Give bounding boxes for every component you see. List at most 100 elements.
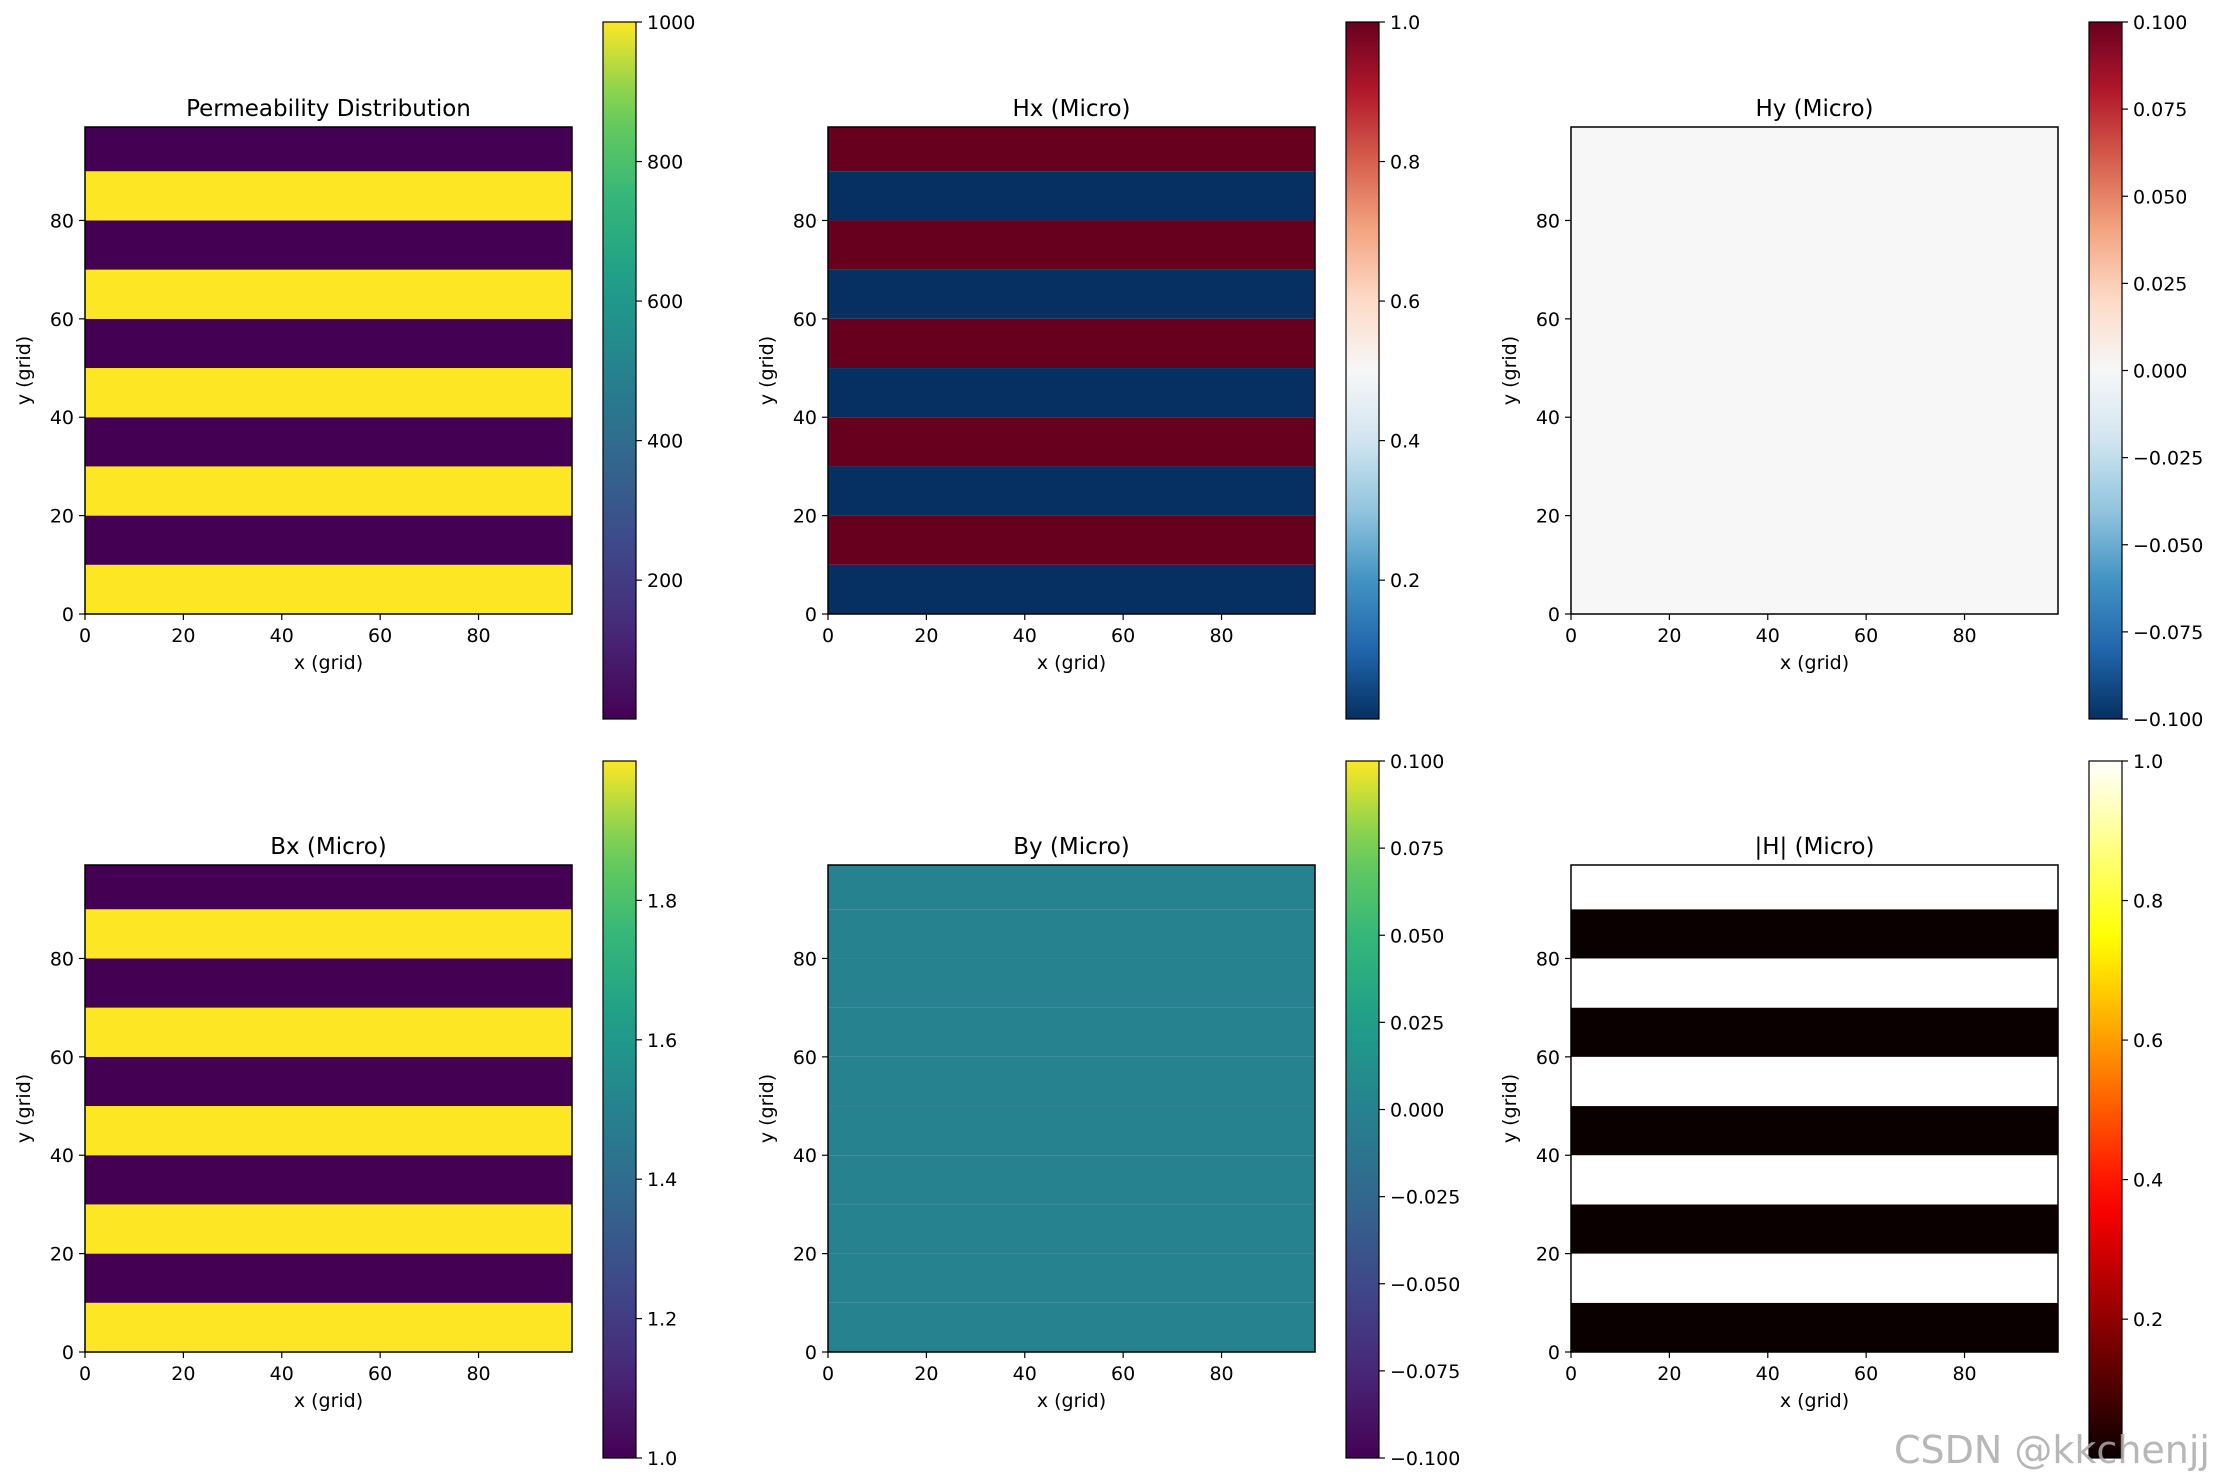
x-tick-label: 0 — [1565, 1363, 1577, 1385]
y-tick-label: 40 — [1536, 407, 1560, 429]
heatmap-band — [1571, 1007, 2058, 1057]
x-tick-label: 20 — [171, 1363, 195, 1385]
heatmap-band — [828, 1302, 1315, 1352]
watermark: CSDN @kkchenjj — [1894, 1428, 2210, 1472]
x-tick-label: 60 — [1111, 625, 1135, 647]
colorbar-tick-label: 1.2 — [647, 1309, 677, 1331]
heatmap-band — [1571, 127, 2058, 172]
x-tick-label: 0 — [822, 625, 834, 647]
heatmap-band — [85, 466, 572, 516]
plot-title: Hx (Micro) — [1012, 96, 1130, 122]
subplot-4: Bx (Micro) 0 20 40 60 80 0 20 40 60 80 x (grid) y (g… — [13, 760, 677, 1470]
y-axis-label: y (grid) — [1499, 1074, 1521, 1143]
plot-frame — [1570, 864, 2059, 1353]
colorbar-tick-label: 1.0 — [647, 1448, 677, 1470]
heatmap-band — [828, 1253, 1315, 1303]
heatmap-band — [1571, 865, 2058, 910]
y-tick-label: 20 — [793, 506, 817, 528]
colorbar-tick-label: 600 — [647, 291, 683, 313]
heatmap-band — [1571, 269, 2058, 319]
heatmap-band — [828, 368, 1315, 418]
plot-frame — [84, 126, 573, 615]
y-tick-label: 20 — [50, 506, 74, 528]
heatmap-band — [1571, 909, 2058, 959]
colorbar — [2088, 21, 2123, 720]
y-axis-label: y (grid) — [1499, 336, 1521, 405]
heatmap-band — [1571, 466, 2058, 516]
y-tick-label: 80 — [50, 948, 74, 970]
heatmap-band — [828, 1204, 1315, 1254]
y-tick-label: 0 — [1548, 604, 1560, 626]
heatmap-band — [828, 417, 1315, 467]
y-tick-label: 40 — [793, 1145, 817, 1167]
x-tick-label: 40 — [1013, 625, 1037, 647]
y-tick-label: 60 — [793, 1047, 817, 1069]
x-tick-label: 60 — [1111, 1363, 1135, 1385]
y-axis-label: y (grid) — [13, 336, 35, 405]
heatmap-band — [1571, 1155, 2058, 1205]
heatmap-band — [1571, 417, 2058, 467]
heatmap-band — [85, 1056, 572, 1107]
colorbar-tick-label: −0.025 — [1390, 1187, 1460, 1209]
x-tick-label: 20 — [914, 1363, 938, 1385]
y-tick-label: 0 — [805, 1342, 817, 1364]
colorbar — [1345, 760, 1380, 1459]
colorbar-tick-label: 0.2 — [1390, 570, 1420, 592]
heatmap-band — [85, 417, 572, 467]
heatmap-band — [1571, 1106, 2058, 1156]
heatmap-band — [1571, 1253, 2058, 1303]
heatmap-band — [85, 269, 572, 319]
heatmap-band — [85, 127, 572, 172]
heatmap-band — [1571, 515, 2058, 565]
heatmap-band — [1571, 958, 2058, 1008]
x-axis-label: x (grid) — [1037, 652, 1106, 674]
heatmap-band — [85, 171, 572, 221]
heatmap-band — [828, 958, 1315, 1008]
heatmap-band — [1571, 171, 2058, 221]
colorbar-tick-label: 1.4 — [647, 1169, 677, 1191]
colorbar-tick-label: 0.4 — [1390, 431, 1420, 453]
heatmap-band — [828, 564, 1315, 614]
x-tick-label: 20 — [171, 625, 195, 647]
heatmap-band — [85, 1007, 572, 1057]
heatmap-band — [828, 909, 1315, 959]
y-tick-label: 40 — [50, 1145, 74, 1167]
plot-title: Bx (Micro) — [270, 834, 387, 860]
colorbar-tick-label: 800 — [647, 152, 683, 174]
plot-title: |H| (Micro) — [1755, 834, 1875, 860]
heatmap-band — [828, 127, 1315, 172]
colorbar-tick-label: 0.000 — [1390, 1100, 1444, 1122]
heatmap-band — [85, 318, 572, 369]
heatmap-band — [828, 220, 1315, 270]
y-tick-label: 60 — [50, 309, 74, 331]
y-tick-label: 40 — [50, 407, 74, 429]
y-tick-label: 0 — [62, 604, 74, 626]
heatmap-band — [828, 1106, 1315, 1156]
heatmap-band — [828, 1155, 1315, 1205]
heatmap-band — [85, 958, 572, 1008]
x-tick-label: 0 — [1565, 625, 1577, 647]
colorbar-tick-label: 0.050 — [1390, 925, 1444, 947]
colorbar-tick-label: 200 — [647, 570, 683, 592]
y-tick-label: 80 — [1536, 948, 1560, 970]
plot-frame — [827, 126, 1316, 615]
x-tick-label: 40 — [270, 1363, 294, 1385]
x-axis-label: x (grid) — [294, 1390, 363, 1412]
plot-frame — [84, 864, 573, 1353]
heatmap-band — [828, 865, 1315, 910]
colorbar-tick-label: 0.025 — [2133, 273, 2187, 295]
colorbar-tick-label: −0.025 — [2133, 448, 2203, 470]
heatmap-band — [85, 564, 572, 614]
heatmap-band — [828, 1056, 1315, 1107]
colorbar-tick-label: −0.100 — [2133, 709, 2203, 731]
colorbar-tick-label: 0.2 — [2133, 1309, 2163, 1331]
heatmap-band — [85, 220, 572, 270]
colorbar-tick-label: 1.0 — [2133, 751, 2163, 773]
y-tick-label: 60 — [50, 1047, 74, 1069]
colorbar-tick-label: 1.6 — [647, 1030, 677, 1052]
heatmap-band — [85, 1204, 572, 1254]
plot-frame — [1570, 126, 2059, 615]
colorbar-tick-label: −0.050 — [1390, 1274, 1460, 1296]
